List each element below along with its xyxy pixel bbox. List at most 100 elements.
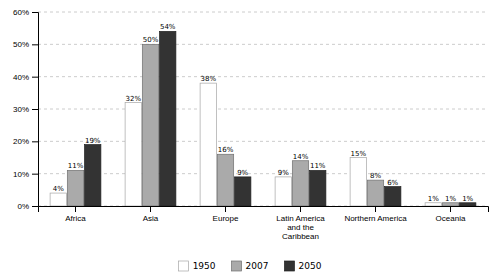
data-label: 19%: [85, 137, 101, 145]
bar: [235, 177, 251, 206]
legend-label: 2007: [246, 261, 269, 271]
data-label: 1%: [445, 195, 456, 203]
bar: [385, 187, 401, 206]
series: [85, 31, 476, 206]
tick-mark: [32, 77, 38, 78]
data-label: 38%: [201, 75, 217, 83]
tick-mark: [32, 44, 38, 45]
bar: [442, 203, 458, 206]
legend: 1950 2007 2050: [179, 261, 322, 271]
bar: [125, 103, 141, 206]
bar: [367, 180, 383, 206]
tick: 20%: [13, 137, 38, 146]
bar: [160, 31, 176, 206]
tick-mark: [75, 206, 76, 212]
tick-mark: [32, 141, 38, 142]
tick: Africa: [65, 206, 86, 223]
tick-mark: [32, 12, 38, 13]
tick-label: 50%: [13, 40, 29, 49]
legend-swatch: [232, 261, 242, 271]
data-label: 32%: [126, 95, 142, 103]
series: [50, 83, 441, 206]
tick: Latin Americaand theCaribbean: [276, 206, 325, 241]
grid-line: [38, 141, 488, 142]
data-label: 15%: [351, 150, 367, 158]
tick: 30%: [13, 105, 38, 114]
tick: Asia: [143, 206, 159, 223]
tick-label: 40%: [13, 73, 29, 82]
bar: [142, 44, 158, 206]
tick: 50%: [13, 40, 38, 49]
tick-mark: [450, 206, 451, 212]
data-label: 14%: [293, 153, 309, 161]
axis-line: [32, 13, 39, 207]
grid: [38, 12, 488, 206]
tick: 40%: [13, 73, 38, 82]
bar: [425, 203, 441, 206]
data-label: 1%: [462, 195, 473, 203]
bar: [50, 193, 66, 206]
bars: [50, 31, 476, 206]
axis-line: [39, 207, 489, 213]
bar: [310, 170, 326, 206]
legend-label: 2050: [298, 261, 321, 271]
tick: 60%: [13, 8, 38, 17]
tick-label: Oceania: [436, 214, 466, 223]
grid-line: [38, 173, 488, 174]
bar: [275, 177, 291, 206]
y-axis: 0% 10% 20% 30% 40% 50% 60%: [13, 8, 39, 211]
plot: 0% 10% 20% 30% 40% 50% 60% Africa Asia Europe Lati…: [13, 8, 489, 241]
data-label: 11%: [68, 162, 84, 170]
grid-line: [38, 109, 488, 110]
tick: Europe: [213, 206, 239, 223]
data-label: 1%: [428, 195, 439, 203]
tick-label: Asia: [143, 214, 159, 223]
tick-mark: [300, 206, 301, 212]
bar: [85, 145, 101, 206]
data-label: 50%: [143, 36, 159, 44]
tick-label: Africa: [65, 214, 86, 223]
tick-mark: [375, 206, 376, 212]
data-label: 16%: [218, 146, 234, 154]
chart: 0% 10% 20% 30% 40% 50% 60% Africa Asia Europe Lati…: [0, 0, 500, 278]
bar: [200, 83, 216, 206]
tick-label: 30%: [13, 105, 29, 114]
data-label: 6%: [387, 179, 398, 187]
tick-label: Northern America: [344, 214, 407, 223]
bar: [460, 203, 476, 206]
legend-swatch: [179, 261, 189, 271]
tick-label: Latin Americaand theCaribbean: [276, 214, 325, 241]
bar: [350, 158, 366, 207]
tick-mark: [150, 206, 151, 212]
tick: Oceania: [436, 206, 466, 223]
legend-swatch: [284, 261, 294, 271]
tick-mark: [32, 109, 38, 110]
bar: [67, 170, 83, 206]
data-label: 4%: [53, 185, 64, 193]
data-label: 9%: [278, 169, 289, 177]
data-labels: 4% 32% 38% 9% 15% 1% 11% 50% 16% 14% 8% 1% 19% 54% 9% 1…: [53, 23, 474, 202]
tick: 10%: [13, 170, 38, 179]
grid-line: [38, 76, 488, 77]
series: [67, 44, 458, 206]
data-label: 9%: [237, 169, 248, 177]
data-label: 8%: [370, 172, 381, 180]
data-label: 11%: [310, 162, 326, 170]
tick: 0%: [17, 202, 38, 211]
bar: [217, 154, 233, 206]
grid-line: [38, 12, 488, 13]
legend-item: 2050: [284, 261, 321, 271]
legend-label: 1950: [193, 261, 216, 271]
grid-line: [38, 44, 488, 45]
tick-mark: [32, 174, 38, 175]
tick-label: 10%: [13, 170, 29, 179]
legend-item: 1950: [179, 261, 216, 271]
bar: [292, 161, 308, 206]
data-label: 54%: [160, 23, 176, 31]
tick: Northern America: [344, 206, 407, 223]
tick-label: 0%: [17, 202, 29, 211]
x-axis: Africa Asia Europe Latin Americaand theCari…: [39, 206, 489, 241]
tick-label: 60%: [13, 8, 29, 17]
legend-item: 2007: [232, 261, 269, 271]
tick-label: Europe: [213, 214, 239, 223]
